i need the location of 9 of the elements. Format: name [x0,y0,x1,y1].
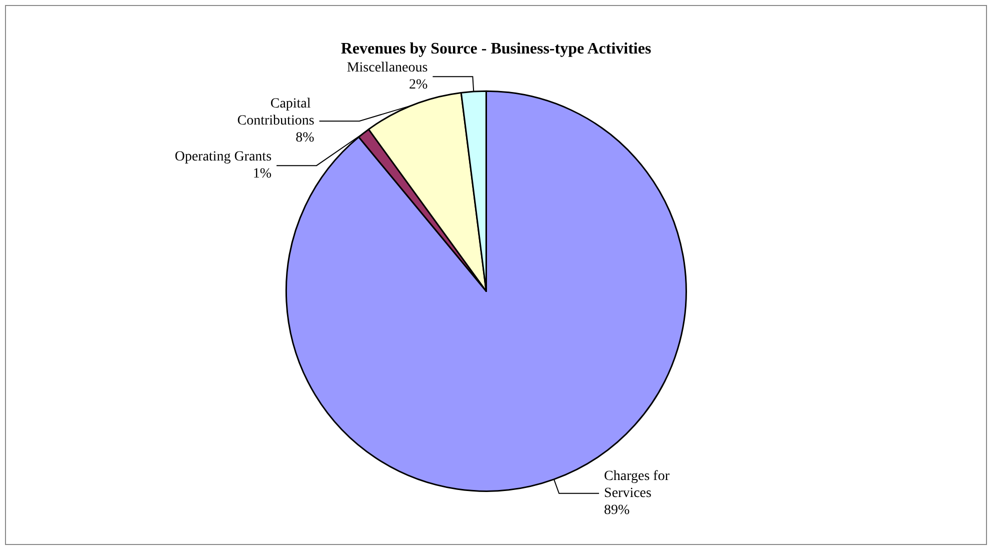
slice-label: Miscellaneous [346,60,428,76]
data-label: 89% [604,502,630,518]
data-label: 2% [409,78,428,93]
slice-label: Operating Grants [174,150,272,165]
slice-label: Charges for Services [604,468,673,501]
slice-label: Capital Contributions [237,96,314,129]
data-label: 1% [252,166,272,182]
data-label: 8% [296,130,315,146]
chart-title: Revenues by Source - Business-type Activities [340,40,652,58]
